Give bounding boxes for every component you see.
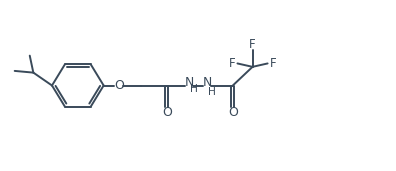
Text: O: O bbox=[162, 106, 172, 119]
Text: N: N bbox=[185, 76, 194, 89]
Text: F: F bbox=[270, 57, 277, 70]
Text: F: F bbox=[249, 38, 256, 51]
Text: H: H bbox=[208, 87, 216, 97]
Text: H: H bbox=[190, 84, 198, 94]
Text: O: O bbox=[114, 79, 124, 92]
Text: N: N bbox=[202, 76, 211, 89]
Text: O: O bbox=[228, 106, 238, 119]
Text: F: F bbox=[228, 57, 235, 70]
